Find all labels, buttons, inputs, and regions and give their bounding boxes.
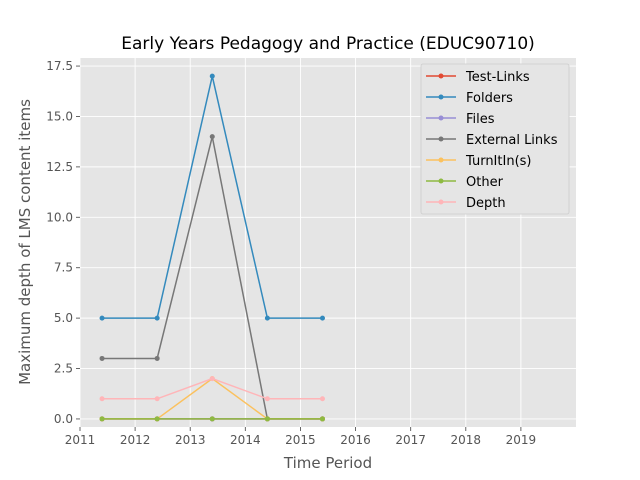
data-point [99, 416, 105, 422]
x-tick-label: 2011 [65, 433, 96, 447]
y-axis: 0.0 2.5 5.0 7.5 10.0 12.5 15.0 17.5 [46, 59, 80, 426]
x-tick-label: 2018 [451, 433, 482, 447]
y-tick-label: 17.5 [46, 59, 73, 73]
data-point [319, 396, 325, 402]
x-tick-label: 2014 [230, 433, 261, 447]
y-tick-label: 10.0 [46, 210, 73, 224]
y-tick-label: 15.0 [46, 109, 73, 123]
legend-box [420, 63, 570, 215]
legend-label: External Links [466, 133, 558, 148]
legend-marker [438, 73, 444, 79]
data-point [209, 416, 215, 422]
legend-marker [438, 157, 444, 163]
x-tick-label: 2017 [395, 433, 426, 447]
legend-marker [438, 94, 444, 100]
data-point [99, 315, 105, 321]
x-tick-label: 2019 [506, 433, 537, 447]
data-point [319, 416, 325, 422]
legend-marker [438, 115, 444, 121]
legend-label: Folders [466, 91, 513, 106]
data-point [154, 416, 160, 422]
data-point [99, 355, 105, 361]
legend: Test-Links Folders Files External Links Turn… [420, 63, 570, 215]
legend-marker [438, 136, 444, 142]
y-tick-label: 0.0 [54, 412, 73, 426]
x-axis-label: Time Period [283, 454, 372, 472]
series-group [99, 73, 325, 422]
legend-marker [438, 199, 444, 205]
x-tick-label: 2012 [120, 433, 151, 447]
data-point [154, 396, 160, 402]
legend-label: Other [466, 175, 504, 190]
data-point [264, 315, 270, 321]
data-point [264, 416, 270, 422]
data-point [209, 134, 215, 140]
y-tick-label: 12.5 [46, 160, 73, 174]
x-tick-label: 2015 [285, 433, 316, 447]
data-point [264, 396, 270, 402]
y-tick-label: 2.5 [54, 362, 73, 376]
data-point [154, 355, 160, 361]
legend-label: TurnItIn(s) [465, 154, 531, 169]
y-tick-label: 5.0 [54, 311, 73, 325]
data-point [99, 396, 105, 402]
data-point [319, 315, 325, 321]
legend-marker [438, 178, 444, 184]
x-tick-label: 2016 [340, 433, 371, 447]
x-tick-label: 2013 [175, 433, 206, 447]
legend-label: Test-Links [465, 70, 530, 85]
data-point [209, 376, 215, 382]
legend-label: Files [466, 112, 495, 127]
y-tick-label: 7.5 [54, 261, 73, 275]
x-axis: 2011 2012 2013 2014 2015 2016 2017 2018 2019 [65, 427, 536, 447]
chart-title: Early Years Pedagogy and Practice (EDUC9… [121, 34, 535, 54]
data-point [154, 315, 160, 321]
y-axis-label: Maximum depth of LMS content items [16, 99, 34, 385]
legend-label: Depth [466, 196, 506, 211]
data-point [209, 73, 215, 79]
